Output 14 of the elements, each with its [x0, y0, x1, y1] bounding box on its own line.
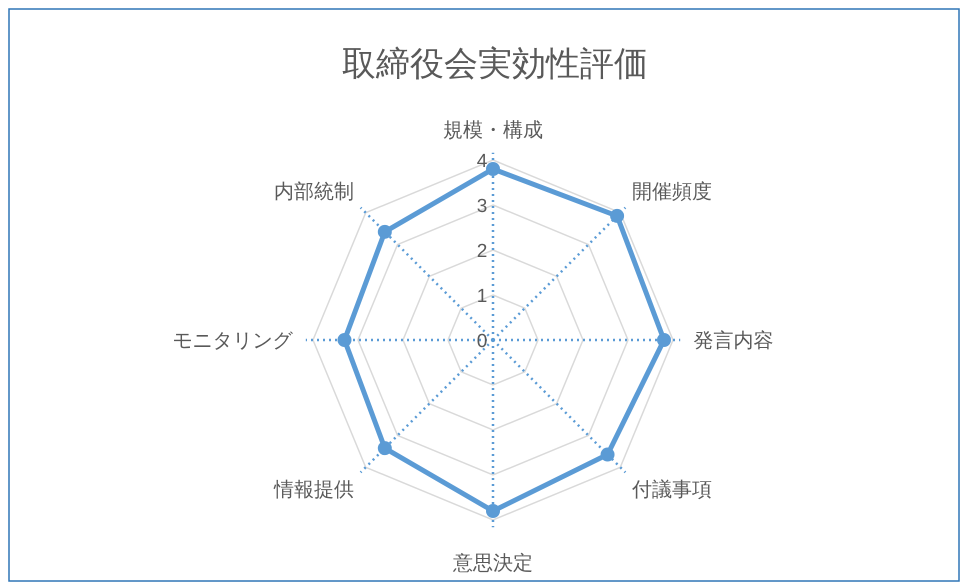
- spoke-label: 意思決定: [452, 552, 533, 575]
- y-tick-label: 4: [476, 151, 488, 172]
- y-tick-label: 1: [476, 286, 488, 307]
- y-tick-label: 2: [476, 241, 488, 262]
- spoke-label: 情報提供: [273, 478, 354, 501]
- spoke-label: 発言内容: [694, 330, 774, 352]
- spoke-label: モニタリング: [172, 330, 294, 352]
- spoke-label: 開催頻度: [632, 181, 712, 204]
- y-tick-label: 0: [476, 331, 488, 352]
- spoke-label: 付議事項: [630, 478, 712, 501]
- y-tick-label: 3: [476, 196, 488, 217]
- chart-title: 取締役会実効性評価: [342, 45, 648, 83]
- spoke-label: 内部統制: [274, 181, 354, 204]
- spoke-label: 規模・構成: [443, 119, 543, 142]
